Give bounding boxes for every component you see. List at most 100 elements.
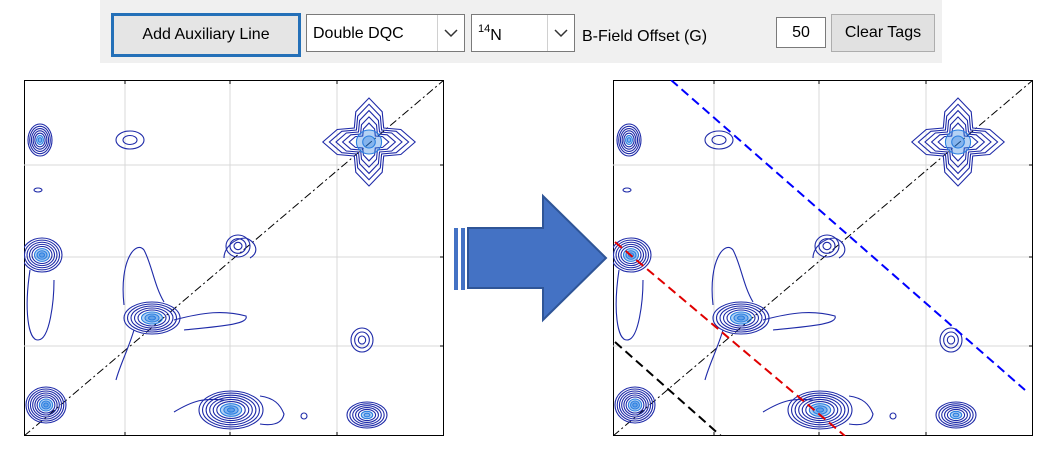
- contour-ring: [335, 109, 403, 175]
- contour-ring: [632, 402, 638, 408]
- contour-ring: [126, 303, 178, 333]
- auxiliary-line-blue: [670, 80, 1026, 391]
- contour-ring: [623, 132, 635, 148]
- contour-tail: [812, 237, 846, 259]
- contour-ring: [226, 407, 236, 413]
- auxiliary-line-black: [614, 341, 722, 436]
- contour-ring: [350, 327, 374, 353]
- contour-ring: [27, 123, 53, 157]
- contour-ring: [949, 410, 963, 420]
- contour-ring: [818, 238, 836, 254]
- contour-ring: [30, 128, 50, 152]
- contour-ring: [626, 137, 632, 143]
- contour-ring: [41, 400, 51, 410]
- contour-ring: [917, 103, 999, 181]
- contour-ring: [34, 132, 46, 148]
- contour-ring: [357, 335, 367, 345]
- contour-ring: [355, 129, 383, 155]
- contour-ring: [328, 103, 410, 181]
- nucleus-select[interactable]: 14N: [471, 14, 575, 52]
- contour-tail: [615, 269, 644, 341]
- contour-ring: [711, 134, 727, 146]
- contour-ring: [924, 109, 992, 175]
- b-field-offset-input[interactable]: 50: [776, 17, 826, 48]
- contour-ring: [616, 388, 654, 422]
- contour-ring: [360, 410, 374, 420]
- chevron-down-icon[interactable]: [437, 15, 464, 51]
- nucleus-mass-number: 14: [478, 23, 491, 35]
- contour-ring: [341, 116, 397, 168]
- contour-ring: [216, 401, 246, 419]
- contour-tail: [223, 237, 257, 259]
- contour-ring: [363, 412, 371, 418]
- contour-ring: [233, 241, 243, 251]
- contour-ring: [349, 403, 385, 427]
- contour-ring: [43, 402, 49, 408]
- contour-ring: [791, 392, 849, 428]
- contour-ring: [715, 303, 767, 333]
- contour-ring: [952, 412, 960, 418]
- nucleus-select-value: 14N: [478, 23, 502, 44]
- contour-ring: [946, 335, 956, 345]
- contour-ring: [354, 331, 370, 349]
- contour-ring: [946, 408, 966, 422]
- contour-ring: [38, 252, 46, 258]
- contour-ring: [943, 331, 959, 349]
- contour-ring: [814, 234, 840, 258]
- contour-ring: [357, 408, 377, 422]
- contour-ring: [939, 327, 963, 353]
- contour-ring: [28, 243, 56, 267]
- contour-ring: [362, 135, 376, 149]
- b-field-offset-label: B-Field Offset (G): [582, 28, 708, 45]
- contour-tail: [26, 269, 55, 341]
- contour-tail: [259, 395, 285, 426]
- contour-tail: [762, 398, 814, 413]
- contour-ring: [36, 134, 44, 146]
- contour-ring: [133, 307, 171, 329]
- contour-tail: [711, 247, 754, 306]
- contour-peaks: [24, 97, 417, 430]
- contour-ring: [733, 313, 749, 323]
- contour-plot-after: [613, 80, 1033, 436]
- contour-ring: [794, 394, 846, 426]
- contour-ring: [719, 305, 763, 331]
- contour-ring: [212, 398, 250, 422]
- contour-ring: [613, 239, 650, 271]
- contour-ring: [623, 394, 647, 416]
- contour-ring: [622, 187, 632, 193]
- mode-select[interactable]: Double DQC: [306, 14, 465, 52]
- contour-ring: [938, 403, 974, 427]
- contour-ring: [889, 412, 897, 420]
- contour-ring: [805, 401, 835, 419]
- contour-tail: [173, 312, 247, 331]
- contour-ring: [29, 125, 51, 155]
- contour-ring: [24, 237, 63, 273]
- contour-ring: [736, 315, 746, 321]
- contour-ring: [36, 396, 56, 414]
- grid: [24, 80, 444, 436]
- contour-ring: [941, 405, 971, 425]
- contour-ring: [621, 130, 637, 150]
- contour-ring: [822, 241, 832, 251]
- contour-ring: [229, 238, 247, 254]
- contour-tail: [704, 329, 724, 381]
- add-auxiliary-line-button[interactable]: Add Auxiliary Line: [111, 13, 301, 57]
- contour-ring: [355, 407, 379, 423]
- contour-ring: [798, 396, 842, 424]
- contour-ring: [801, 398, 839, 422]
- contour-ring: [33, 187, 43, 193]
- contour-peaks: [613, 97, 1006, 430]
- contour-plot-before: [24, 80, 444, 436]
- contour-tail: [115, 329, 135, 381]
- contour-tail: [173, 398, 225, 413]
- clear-tags-button[interactable]: Clear Tags: [831, 14, 935, 52]
- contour-ring: [352, 405, 382, 425]
- contour-ring: [115, 130, 145, 150]
- contour-ring: [137, 309, 167, 327]
- contour-ring: [37, 137, 43, 143]
- chevron-down-icon[interactable]: [547, 15, 574, 51]
- contour-ring: [27, 388, 65, 422]
- contour-ring: [26, 241, 58, 269]
- contour-ring: [935, 401, 977, 429]
- contour-ring: [614, 386, 656, 424]
